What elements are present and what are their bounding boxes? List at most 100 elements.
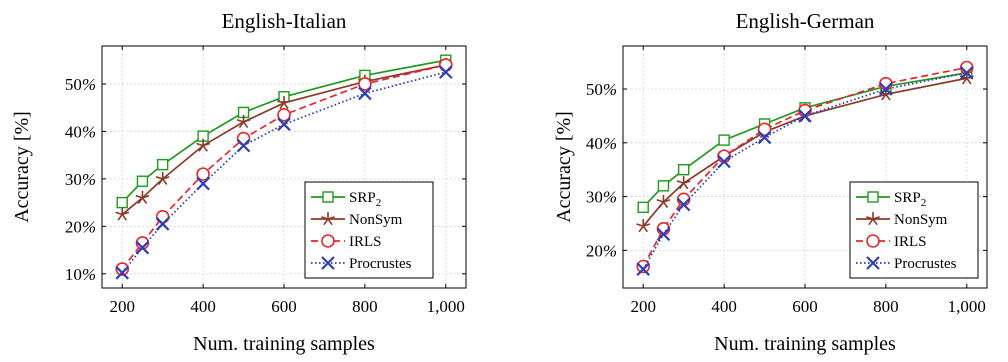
series-nonsym-marker — [135, 190, 150, 204]
series-srp-marker — [677, 163, 690, 176]
legend-procrustes-label: Procrustes — [349, 256, 412, 272]
series-irls-marker — [277, 108, 291, 122]
series-nonsym-marker — [196, 138, 211, 152]
series-procrustes-marker — [656, 227, 671, 241]
legend-srp-label: SRP2 — [894, 190, 926, 209]
legend-srp-name: SRP — [349, 190, 376, 206]
series-procrustes-marker — [676, 197, 691, 212]
legend-procrustes-marker — [866, 256, 880, 270]
x-tick-label: 600 — [271, 297, 297, 316]
y-axis-label: Accuracy [%] — [553, 111, 575, 223]
series-procrustes-marker — [196, 176, 210, 191]
y-tick-label: 10% — [65, 265, 96, 284]
x-tick-label: 400 — [711, 297, 737, 316]
legend-irls-marker — [866, 234, 880, 248]
series-nonsym-marker — [636, 219, 651, 233]
y-tick-number: 40 — [65, 122, 82, 141]
series-procrustes-marker — [636, 262, 650, 276]
series-srp-marker — [156, 158, 169, 171]
series-procrustes-marker — [358, 86, 372, 101]
series-procrustes-marker — [879, 82, 893, 96]
y-tick-percent-sign: % — [82, 75, 96, 94]
y-tick-percent-sign: % — [82, 122, 96, 141]
legend: SRP2 NonSym IRLS Procrustes — [849, 181, 979, 279]
legend-irls-name: IRLS — [894, 234, 927, 250]
y-tick-number: 30 — [65, 170, 82, 189]
y-tick-label: 40% — [586, 134, 617, 153]
y-tick-percent-sign: % — [603, 80, 617, 99]
series-nonsym-marker — [676, 176, 691, 190]
y-tick-label: 20% — [586, 241, 617, 260]
series-srp-marker — [718, 134, 730, 146]
panel-english-italian: 200 400 600 800 1,00010%20%30%40%50%English-… — [11, 9, 467, 355]
x-tick-label: 1,000 — [427, 297, 465, 316]
legend-irls-marker — [321, 234, 335, 248]
x-axis-label: Num. training samples — [193, 333, 375, 355]
series-procrustes-marker — [277, 117, 291, 132]
y-tick-label: 40% — [65, 122, 96, 141]
series-nonsym-marker — [115, 207, 130, 221]
y-tick-number: 50 — [65, 75, 82, 94]
legend-srp-name: SRP — [894, 190, 921, 206]
x-tick-label: 400 — [190, 297, 216, 316]
series-irls-marker — [196, 167, 210, 181]
series-nonsym-marker — [155, 171, 170, 186]
legend-nonsym-marker — [321, 212, 335, 226]
legend-procrustes-label: Procrustes — [894, 256, 957, 272]
x-tick-label: 1,000 — [948, 297, 986, 316]
series-nonsym-marker — [277, 95, 291, 110]
series-procrustes-marker — [960, 66, 974, 80]
x-tick-label: 800 — [352, 297, 378, 316]
x-tick-label: 200 — [109, 297, 135, 316]
series-srp-marker — [657, 180, 670, 192]
y-tick-number: 20 — [65, 217, 82, 236]
y-tick-percent-sign: % — [82, 170, 96, 189]
y-tick-label: 20% — [65, 217, 96, 236]
series-procrustes-marker — [757, 130, 772, 145]
legend-nonsym-name: NonSym — [349, 212, 403, 228]
series-procrustes-marker — [717, 154, 731, 169]
series-procrustes-marker — [155, 217, 170, 231]
legend: SRP2 NonSym IRLS Procrustes — [304, 181, 434, 279]
y-tick-percent-sign: % — [82, 265, 96, 284]
series-procrustes-marker — [439, 65, 453, 79]
legend-nonsym-label: NonSym — [894, 212, 948, 228]
legend-procrustes-name: Procrustes — [349, 256, 412, 272]
legend-srp-marker — [867, 191, 879, 203]
legend-srp-label: SRP2 — [349, 190, 381, 209]
legend-irls-label: IRLS — [894, 234, 927, 250]
plot-frame — [101, 45, 467, 289]
legend-srp-subscript: 2 — [376, 197, 382, 209]
legend-procrustes-marker — [321, 256, 335, 270]
series-procrustes-marker — [236, 138, 251, 153]
chart-title: English-Italian — [222, 9, 347, 33]
legend-procrustes-name: Procrustes — [894, 256, 957, 272]
y-tick-number: 30 — [586, 188, 603, 207]
y-tick-number: 10 — [65, 265, 82, 284]
y-tick-percent-sign: % — [603, 134, 617, 153]
series-nonsym-marker — [236, 114, 251, 129]
y-axis-label: Accuracy [%] — [11, 111, 33, 223]
y-tick-label: 30% — [586, 188, 617, 207]
legend-nonsym-name: NonSym — [894, 212, 948, 228]
x-tick-label: 200 — [630, 297, 656, 316]
series-irls-marker — [757, 122, 772, 137]
plot-frame — [622, 45, 988, 289]
series-srp-marker — [637, 201, 649, 214]
legend-srp-subscript: 2 — [921, 197, 927, 209]
series-procrustes-marker — [135, 240, 150, 255]
series-procrustes-marker — [798, 109, 812, 123]
y-tick-number: 40 — [586, 134, 603, 153]
chart-title: English-German — [736, 9, 875, 33]
y-tick-percent-sign: % — [82, 217, 96, 236]
series-nonsym-line — [121, 64, 446, 216]
y-tick-number: 20 — [586, 241, 603, 260]
series-srp-marker — [136, 175, 149, 187]
series-nonsym-marker — [656, 194, 671, 209]
y-tick-label: 50% — [65, 75, 96, 94]
series-nonsym-line — [642, 77, 967, 227]
y-tick-percent-sign: % — [603, 241, 617, 260]
y-tick-percent-sign: % — [603, 188, 617, 207]
legend-irls-name: IRLS — [349, 234, 382, 250]
x-axis-label: Num. training samples — [714, 333, 896, 355]
